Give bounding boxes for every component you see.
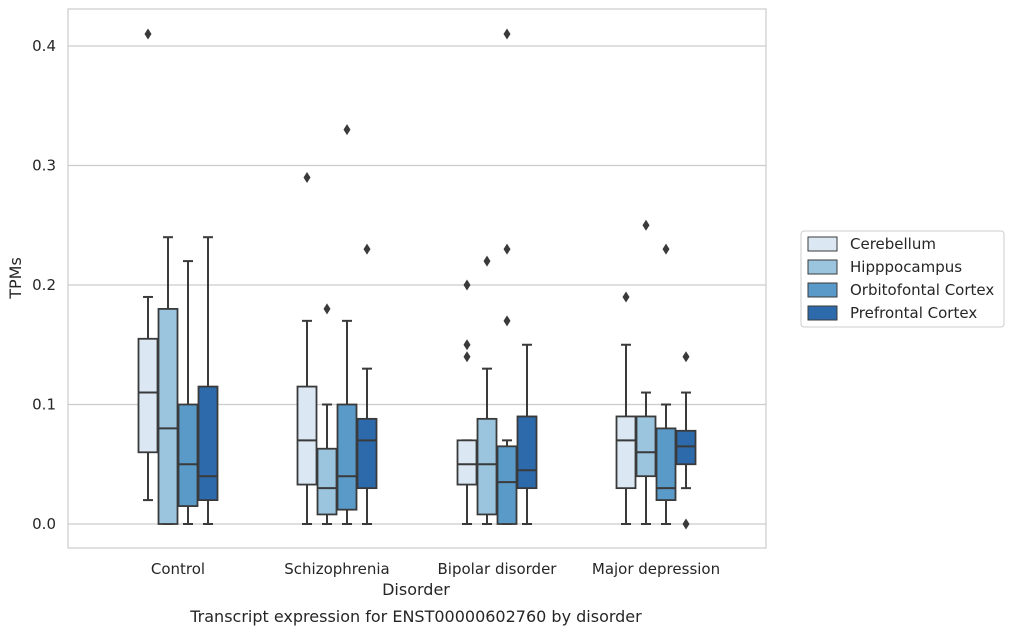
box [516, 415, 538, 490]
y-tick-label: 0.0 [32, 515, 56, 533]
x-tick-label: Bipolar disorder [438, 560, 558, 578]
box-group [516, 343, 538, 525]
box-group [356, 243, 378, 525]
box-group [675, 351, 697, 530]
outlier-point [303, 171, 311, 183]
x-axis-ticks: Control Schizophrenia Bipolar disorder Majo… [151, 560, 720, 578]
outlier-point [622, 291, 630, 303]
box-group [296, 171, 318, 525]
x-axis-label: Disorder [382, 580, 450, 599]
legend-swatch [807, 282, 838, 298]
outlier-point [662, 243, 670, 255]
outlier-point [503, 28, 511, 40]
box-group [137, 28, 159, 502]
box [137, 337, 159, 454]
box-group [496, 28, 518, 525]
box-group [456, 279, 478, 525]
legend: Cerebellum Hipppocampus Orbitofontal Corte… [800, 230, 1005, 328]
box-group [336, 124, 358, 525]
box-group [615, 291, 637, 525]
y-tick-label: 0.4 [32, 37, 56, 55]
box [675, 429, 697, 466]
box-group [635, 219, 657, 525]
box-group [476, 255, 498, 525]
box [655, 427, 677, 501]
box [296, 385, 318, 486]
outlier-point [144, 28, 152, 40]
y-axis-label: TPMs [6, 257, 25, 300]
box [456, 439, 478, 486]
outlier-point [323, 303, 331, 315]
y-axis-ticks: 0.0 0.1 0.2 0.3 0.4 [32, 37, 56, 533]
y-tick-label: 0.2 [32, 276, 56, 294]
outlier-point [503, 243, 511, 255]
outlier-point [463, 279, 471, 291]
box-group [655, 243, 677, 525]
outlier-point [363, 243, 371, 255]
box-group [316, 303, 338, 525]
x-tick-label: Control [151, 560, 205, 578]
legend-label: Cerebellum [850, 235, 936, 253]
box [635, 415, 657, 478]
box-plot-series [137, 28, 697, 530]
legend-swatch [807, 236, 838, 252]
box [336, 403, 358, 511]
box [496, 445, 518, 525]
box [476, 417, 498, 516]
y-tick-label: 0.3 [32, 157, 56, 175]
plot-frame [67, 8, 767, 549]
outlier-point [463, 351, 471, 363]
box [177, 403, 199, 507]
y-tick-label: 0.1 [32, 396, 56, 414]
box [615, 415, 637, 490]
box [197, 385, 219, 502]
box-group [197, 236, 219, 525]
legend-label: Hipppocampus [850, 258, 962, 276]
box-group [177, 260, 199, 525]
box [316, 447, 338, 516]
x-tick-label: Schizophrenia [284, 560, 389, 578]
outlier-point [463, 339, 471, 351]
outlier-point [682, 518, 690, 530]
box [157, 307, 179, 525]
outlier-point [483, 255, 491, 267]
chart-caption: Transcript expression for ENST0000060276… [189, 607, 642, 626]
legend-swatch [807, 305, 838, 321]
legend-swatch [807, 259, 838, 275]
outlier-point [503, 315, 511, 327]
outlier-point [682, 351, 690, 363]
box [356, 417, 378, 490]
outlier-point [343, 124, 351, 136]
legend-frame [800, 230, 1005, 328]
legend-label: Orbitofontal Cortex [850, 281, 994, 299]
outlier-point [642, 219, 650, 231]
x-tick-label: Major depression [592, 560, 720, 578]
box-group [157, 236, 179, 525]
legend-label: Prefrontal Cortex [850, 304, 977, 322]
